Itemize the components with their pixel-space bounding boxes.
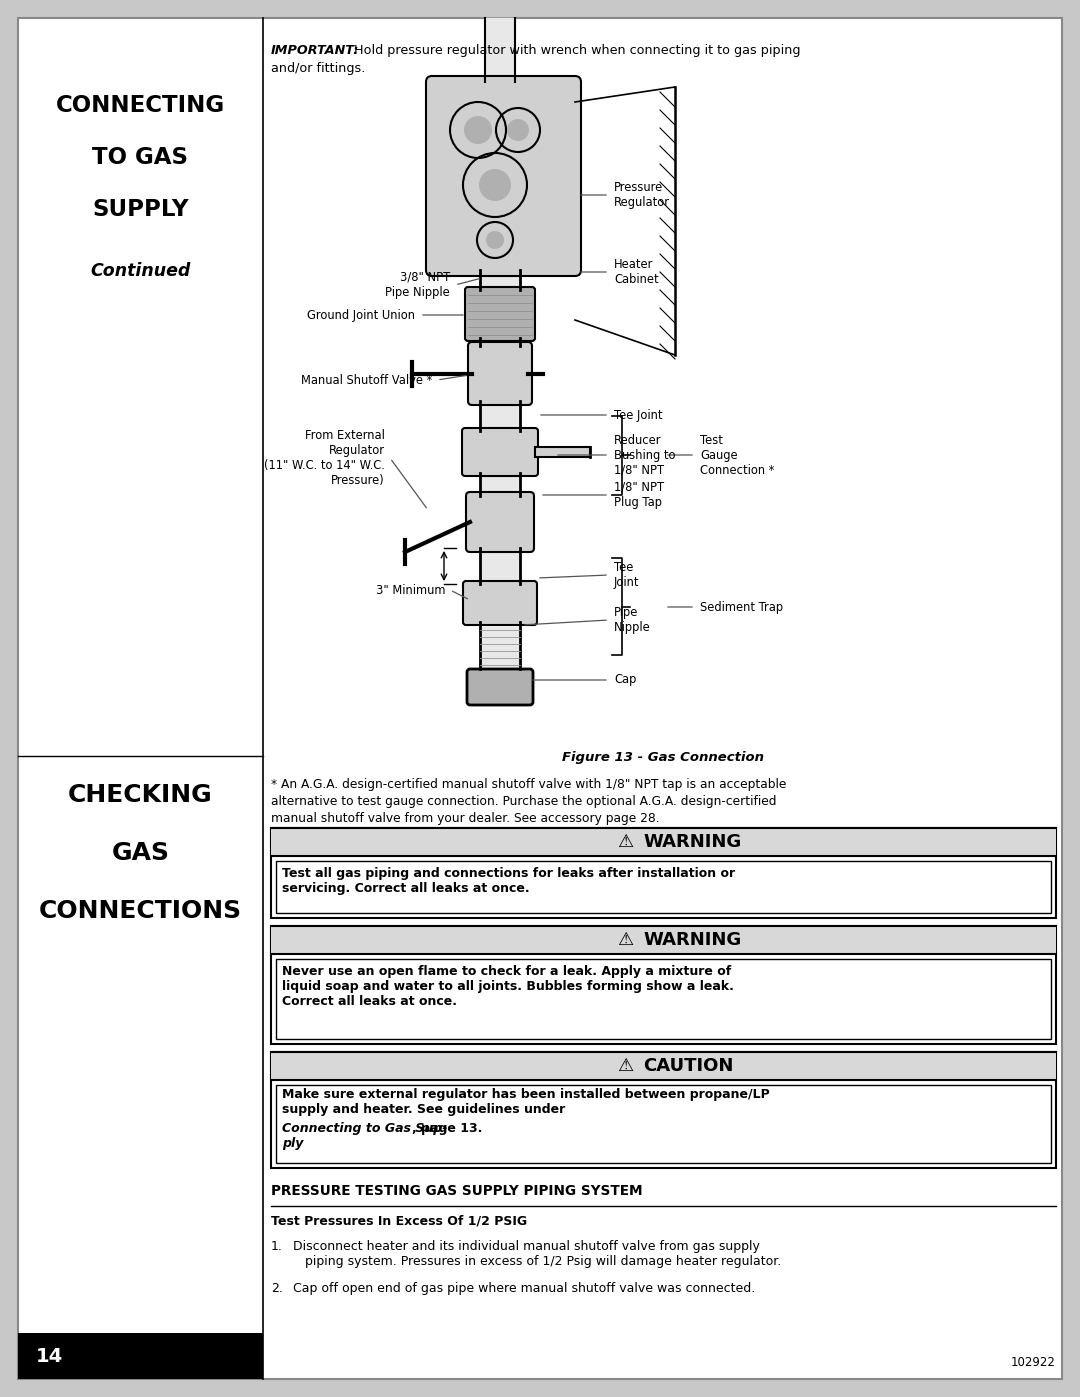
Bar: [276, 958, 1051, 1039]
Text: Pressure
Regulator: Pressure Regulator: [615, 182, 670, 210]
Text: 14: 14: [36, 1347, 64, 1365]
Text: PRESSURE TESTING GAS SUPPLY PIPING SYSTEM: PRESSURE TESTING GAS SUPPLY PIPING SYSTE…: [271, 1185, 643, 1199]
Text: Tee Joint: Tee Joint: [615, 408, 662, 422]
Text: CAUTION: CAUTION: [644, 1058, 734, 1076]
FancyBboxPatch shape: [462, 427, 538, 476]
Text: Ground Joint Union: Ground Joint Union: [307, 309, 415, 321]
Text: 102922: 102922: [1011, 1356, 1056, 1369]
FancyBboxPatch shape: [465, 492, 534, 552]
Bar: [271, 828, 1056, 856]
Circle shape: [464, 116, 492, 144]
Circle shape: [486, 231, 504, 249]
Text: ⚠: ⚠: [618, 930, 634, 949]
FancyBboxPatch shape: [535, 447, 590, 457]
Polygon shape: [18, 18, 1062, 1379]
Text: Reducer
Bushing to
1/8" NPT: Reducer Bushing to 1/8" NPT: [615, 433, 675, 476]
Text: SUPPLY: SUPPLY: [92, 197, 189, 221]
Text: Heater
Cabinet: Heater Cabinet: [615, 258, 659, 286]
Text: ⚠: ⚠: [618, 1058, 634, 1076]
Text: manual shutoff valve from your dealer. See accessory page 28.: manual shutoff valve from your dealer. S…: [271, 812, 660, 826]
Circle shape: [507, 119, 529, 141]
Text: Test Pressures In Excess Of 1/2 PSIG: Test Pressures In Excess Of 1/2 PSIG: [271, 1214, 527, 1227]
Text: Pipe
Nipple: Pipe Nipple: [615, 606, 651, 634]
Text: * An A.G.A. design-certified manual shutoff valve with 1/8" NPT tap is an accept: * An A.G.A. design-certified manual shut…: [271, 778, 786, 791]
Bar: [276, 1085, 1051, 1162]
Text: 3/8" NPT
Pipe Nipple: 3/8" NPT Pipe Nipple: [386, 271, 450, 299]
Bar: [271, 1052, 1056, 1080]
Text: WARNING: WARNING: [644, 833, 742, 851]
Text: Cap: Cap: [615, 673, 636, 686]
Text: 3" Minimum: 3" Minimum: [376, 584, 445, 597]
FancyBboxPatch shape: [426, 75, 581, 277]
Circle shape: [480, 169, 511, 201]
Text: From External
Regulator
(11" W.C. to 14" W.C.
Pressure): From External Regulator (11" W.C. to 14"…: [265, 429, 384, 488]
Text: CONNECTING: CONNECTING: [56, 94, 225, 116]
Text: and/or fittings.: and/or fittings.: [271, 61, 365, 75]
Text: Tee
Joint: Tee Joint: [615, 562, 639, 590]
Text: alternative to test gauge connection. Purchase the optional A.G.A. design-certif: alternative to test gauge connection. Pu…: [271, 795, 777, 807]
Text: Connecting to Gas Sup-
ply: Connecting to Gas Sup- ply: [282, 1122, 447, 1150]
Bar: [271, 926, 1056, 1044]
Bar: [271, 926, 1056, 954]
Text: Sediment Trap: Sediment Trap: [700, 601, 783, 613]
Text: WARNING: WARNING: [644, 930, 742, 949]
Text: Make sure external regulator has been installed between propane/LP
supply and he: Make sure external regulator has been in…: [282, 1088, 770, 1116]
Bar: [271, 828, 1056, 918]
Text: Test all gas piping and connections for leaks after installation or
servicing. C: Test all gas piping and connections for …: [282, 868, 735, 895]
Bar: [276, 861, 1051, 914]
Text: Hold pressure regulator with wrench when connecting it to gas piping: Hold pressure regulator with wrench when…: [346, 43, 800, 57]
Bar: [18, 1333, 264, 1379]
Text: Continued: Continued: [91, 263, 191, 279]
Text: , page 13.: , page 13.: [411, 1122, 483, 1134]
Bar: [271, 1052, 1056, 1168]
Text: 1/8" NPT
Plug Tap: 1/8" NPT Plug Tap: [615, 481, 664, 509]
Text: IMPORTANT:: IMPORTANT:: [271, 43, 360, 57]
Text: Cap off open end of gas pipe where manual shutoff valve was connected.: Cap off open end of gas pipe where manua…: [293, 1282, 755, 1295]
FancyBboxPatch shape: [463, 581, 537, 624]
Text: Disconnect heater and its individual manual shutoff valve from gas supply
   pip: Disconnect heater and its individual man…: [293, 1241, 781, 1268]
FancyBboxPatch shape: [468, 342, 532, 405]
Text: Test
Gauge
Connection *: Test Gauge Connection *: [700, 433, 774, 476]
Text: Manual Shutoff Valve *: Manual Shutoff Valve *: [300, 373, 432, 387]
FancyBboxPatch shape: [465, 286, 535, 341]
Text: TO GAS: TO GAS: [93, 145, 189, 169]
Text: CONNECTIONS: CONNECTIONS: [39, 900, 242, 923]
Text: 2.: 2.: [271, 1282, 283, 1295]
Text: Never use an open flame to check for a leak. Apply a mixture of
liquid soap and : Never use an open flame to check for a l…: [282, 965, 734, 1009]
FancyBboxPatch shape: [467, 669, 534, 705]
Text: CHECKING: CHECKING: [68, 782, 213, 807]
Text: ⚠: ⚠: [618, 833, 634, 851]
Text: 1.: 1.: [271, 1241, 283, 1253]
Text: Figure 13 - Gas Connection: Figure 13 - Gas Connection: [562, 752, 764, 764]
Text: GAS: GAS: [111, 841, 170, 865]
